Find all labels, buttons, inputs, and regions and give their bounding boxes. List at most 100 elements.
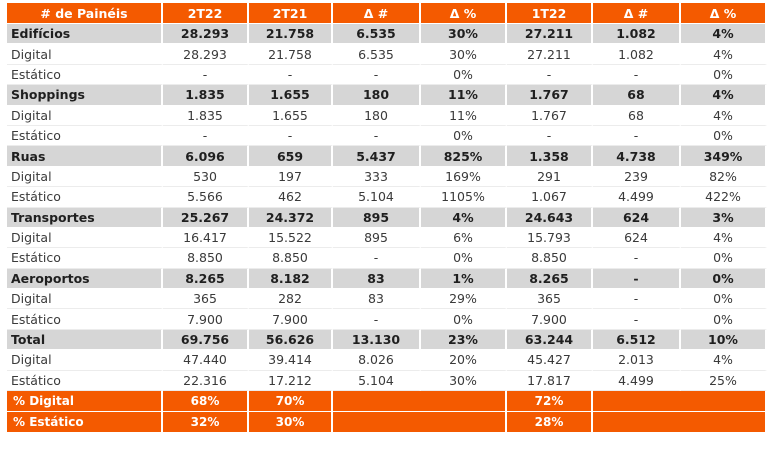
table-cell: 1.358 — [507, 146, 593, 167]
footer-2t22: 68% — [163, 391, 249, 413]
table-cell: - — [507, 64, 593, 86]
table-cell: 6.535 — [333, 24, 421, 45]
table-body: Edifícios 28.293 21.758 6.535 30% 27.211 1.082… — [7, 24, 767, 392]
table-cell: 0% — [421, 309, 507, 330]
table-cell: 11% — [421, 105, 507, 126]
table-cell: 0% — [421, 64, 507, 86]
table-cell: 8.265 — [507, 268, 593, 290]
table-cell: 8.182 — [249, 268, 333, 290]
row-label: Estático — [7, 187, 163, 208]
section-row: Edifícios 28.293 21.758 6.535 30% 27.211 1.082… — [7, 24, 767, 45]
row-label: Digital — [7, 350, 163, 371]
table-cell: 56.626 — [249, 329, 333, 351]
header-delta-pct: Δ % — [421, 3, 507, 24]
table-row: Digital 365 282 83 29% 365-0% — [7, 289, 767, 310]
table-cell: 83 — [333, 268, 421, 290]
table-cell: 4% — [681, 85, 767, 106]
table-cell: 7.900 — [163, 309, 249, 330]
table-cell: 0% — [681, 309, 767, 330]
table-cell: 30% — [421, 370, 507, 392]
table-cell: 4% — [681, 105, 767, 126]
table-cell: 68 — [593, 85, 681, 106]
footer-2t21: 70% — [249, 391, 333, 413]
table-cell: 0% — [681, 64, 767, 86]
footer-blank — [333, 412, 421, 434]
table-cell: 0% — [421, 125, 507, 147]
table-cell: 895 — [333, 207, 421, 228]
table-cell: 16.417 — [163, 227, 249, 249]
row-label: Digital — [7, 289, 163, 310]
section-row: Shoppings 1.835 1.655 180 11% 1.767 68 4% — [7, 85, 767, 106]
table-cell: 4.499 — [593, 187, 681, 208]
row-label: Estático — [7, 248, 163, 269]
table-cell: 47.440 — [163, 350, 249, 371]
row-label: Digital — [7, 44, 163, 65]
table-cell: 17.817 — [507, 370, 593, 392]
table-cell: 1.655 — [249, 85, 333, 106]
footer-blank — [593, 412, 681, 434]
panel-table-container: # de Painéis 2T22 2T21 Δ # Δ % 1T22 Δ # … — [7, 3, 767, 434]
table-cell: 825% — [421, 146, 507, 167]
table-cell: - — [333, 309, 421, 330]
header-row: # de Painéis 2T22 2T21 Δ # Δ % 1T22 Δ # … — [7, 3, 767, 24]
table-row: Digital 47.440 39.414 8.026 20% 45.427 2.013 4% — [7, 350, 767, 371]
row-label: Total — [7, 329, 163, 351]
row-label: Ruas — [7, 146, 163, 167]
row-label: Estático — [7, 125, 163, 147]
table-cell: 4% — [681, 227, 767, 249]
table-cell: 5.437 — [333, 146, 421, 167]
table-cell: 3% — [681, 207, 767, 228]
row-label: Transportes — [7, 207, 163, 228]
header-2t22: 2T22 — [163, 3, 249, 24]
table-cell: 15.793 — [507, 227, 593, 249]
table-row: Digital 1.835 1.655 180 11% 1.767 68 4% — [7, 105, 767, 126]
table-cell: 25.267 — [163, 207, 249, 228]
table-cell: 530 — [163, 166, 249, 188]
table-cell: - — [593, 289, 681, 310]
table-cell: 82% — [681, 166, 767, 188]
table-cell: 7.900 — [507, 309, 593, 330]
footer-2t21: 30% — [249, 412, 333, 434]
table-cell: - — [333, 64, 421, 86]
table-cell: 20% — [421, 350, 507, 371]
row-label: Digital — [7, 227, 163, 249]
table-cell: 282 — [249, 289, 333, 310]
table-cell: 2.013 — [593, 350, 681, 371]
table-cell: 0% — [421, 248, 507, 269]
table-cell: 30% — [421, 24, 507, 45]
table-cell: - — [333, 125, 421, 147]
table-cell: 27.211 — [507, 44, 593, 65]
table-cell: - — [507, 125, 593, 147]
table-cell: 68 — [593, 105, 681, 126]
table-cell: 4% — [681, 350, 767, 371]
table-cell: - — [593, 248, 681, 269]
table-cell: 895 — [333, 227, 421, 249]
table-cell: - — [593, 64, 681, 86]
table-cell: 4.738 — [593, 146, 681, 167]
footer-blank — [681, 391, 767, 413]
footer-row: % Estático 32% 30% 28% — [7, 412, 767, 434]
table-cell: 1.767 — [507, 85, 593, 106]
table-cell: 15.522 — [249, 227, 333, 249]
table-cell: 1.835 — [163, 85, 249, 106]
table-cell: 1.067 — [507, 187, 593, 208]
footer-blank — [333, 391, 421, 413]
panels-table: # de Painéis 2T22 2T21 Δ # Δ % 1T22 Δ # … — [7, 3, 767, 434]
table-cell: 24.643 — [507, 207, 593, 228]
header-1t22: 1T22 — [507, 3, 593, 24]
table-cell: 197 — [249, 166, 333, 188]
table-cell: 28.293 — [163, 44, 249, 65]
footer-1t22: 72% — [507, 391, 593, 413]
table-cell: 422% — [681, 187, 767, 208]
row-label: Aeroportos — [7, 268, 163, 290]
table-cell: - — [333, 248, 421, 269]
table-cell: 0% — [681, 248, 767, 269]
table-cell: - — [163, 64, 249, 86]
header-delta-pct-q: Δ % — [681, 3, 767, 24]
section-row: Aeroportos 8.265 8.182 83 1% 8.265-0% — [7, 268, 767, 290]
table-cell: 624 — [593, 207, 681, 228]
table-cell: 29% — [421, 289, 507, 310]
header-delta-abs-q: Δ # — [593, 3, 681, 24]
table-row: Estático - - -0% - -0% — [7, 64, 767, 86]
footer-blank — [593, 391, 681, 413]
